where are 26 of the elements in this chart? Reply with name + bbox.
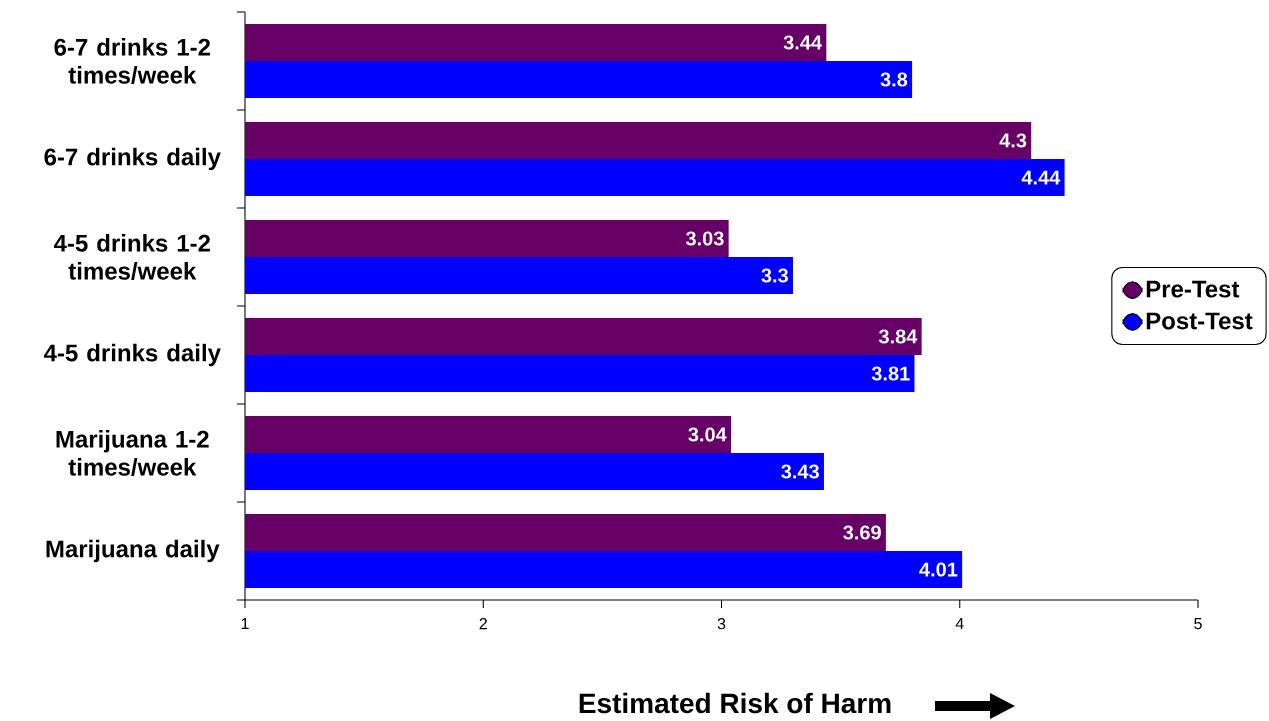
- data-label: 3.69: [843, 525, 881, 540]
- data-label: 4.44: [1021, 170, 1061, 185]
- y-tick-label: 4-5 drinks 1-2 times/week: [53, 234, 210, 280]
- data-label: 3.04: [688, 427, 727, 442]
- y-tick-label: 6-7 drinks daily: [44, 147, 221, 171]
- legend-label: Pre-Test: [1146, 280, 1240, 298]
- data-label: 3.81: [871, 366, 910, 381]
- x-axis-title: Estimated Risk of Harm: [579, 692, 891, 714]
- data-label: 3.03: [685, 231, 724, 246]
- x-tick-label: 3: [717, 618, 726, 630]
- y-tick-label: Marijuana 1-2 times/week: [56, 430, 209, 476]
- data-label: 4.01: [919, 562, 958, 577]
- data-label: 3.84: [878, 329, 918, 344]
- data-label: 3.3: [761, 268, 788, 283]
- x-tick-label: 1: [241, 618, 249, 630]
- data-label: 3.43: [781, 464, 819, 479]
- x-tick-label: 2: [479, 618, 487, 630]
- y-tick-label: 4-5 drinks daily: [43, 343, 221, 367]
- data-label: 4.3: [999, 133, 1027, 148]
- y-tick-label: 6-7 drinks 1-2 times/week: [54, 38, 210, 84]
- data-label: 3.44: [783, 35, 822, 50]
- legend-label: Post-Test: [1146, 312, 1253, 330]
- x-tick-label: 5: [1194, 618, 1202, 630]
- x-tick-label: 4: [955, 618, 964, 630]
- data-label: 3.8: [880, 72, 908, 87]
- y-tick-label: Marijuana daily: [46, 539, 220, 563]
